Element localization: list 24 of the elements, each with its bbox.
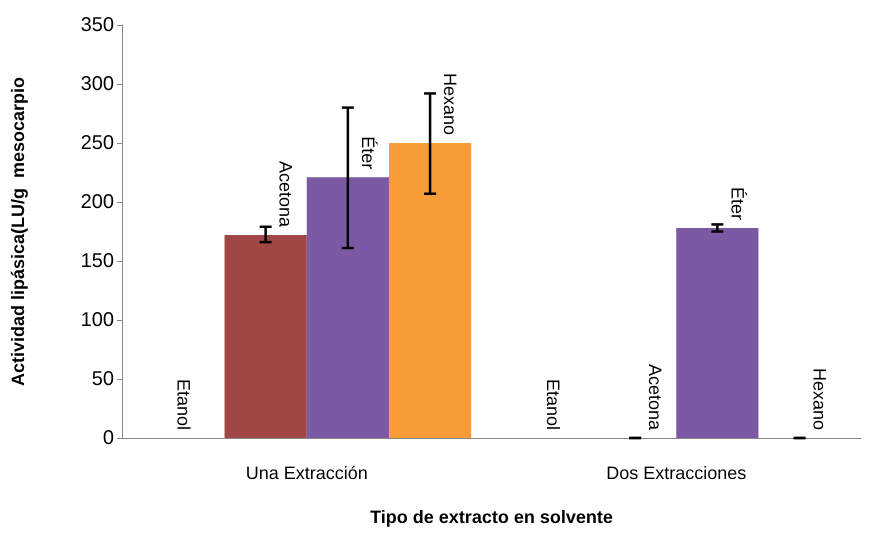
text: Etanol (542, 378, 563, 430)
y-tick-label: 50 (92, 368, 114, 390)
text: Éter (358, 136, 378, 170)
x-axis-title: Tipo de extracto en solvente (370, 507, 613, 527)
text: Hexano (810, 368, 830, 430)
x-tick-label: Una Extracción (246, 463, 368, 483)
x-tick-label: Dos Extracciones (606, 463, 746, 483)
y-axis-title: Actividad lipásica(LU/g mesocarpio (8, 76, 28, 386)
text: Éter (727, 186, 748, 220)
text: Acetona (645, 364, 666, 430)
bar (388, 143, 472, 438)
bar (306, 177, 389, 438)
y-tick-label: 300 (80, 73, 114, 95)
y-tick-label: 200 (80, 191, 114, 213)
y-tick-label: 250 (80, 132, 114, 154)
y-tick-label: 100 (80, 309, 114, 331)
y-tick-label: 0 (102, 427, 114, 449)
bar (224, 235, 307, 438)
bar (676, 228, 758, 438)
text: Etanol (173, 378, 194, 430)
text: Acetona (276, 160, 296, 228)
y-tick-label: 150 (80, 250, 114, 272)
y-tick-label: 350 (80, 14, 114, 36)
text: Hexano (440, 72, 460, 135)
